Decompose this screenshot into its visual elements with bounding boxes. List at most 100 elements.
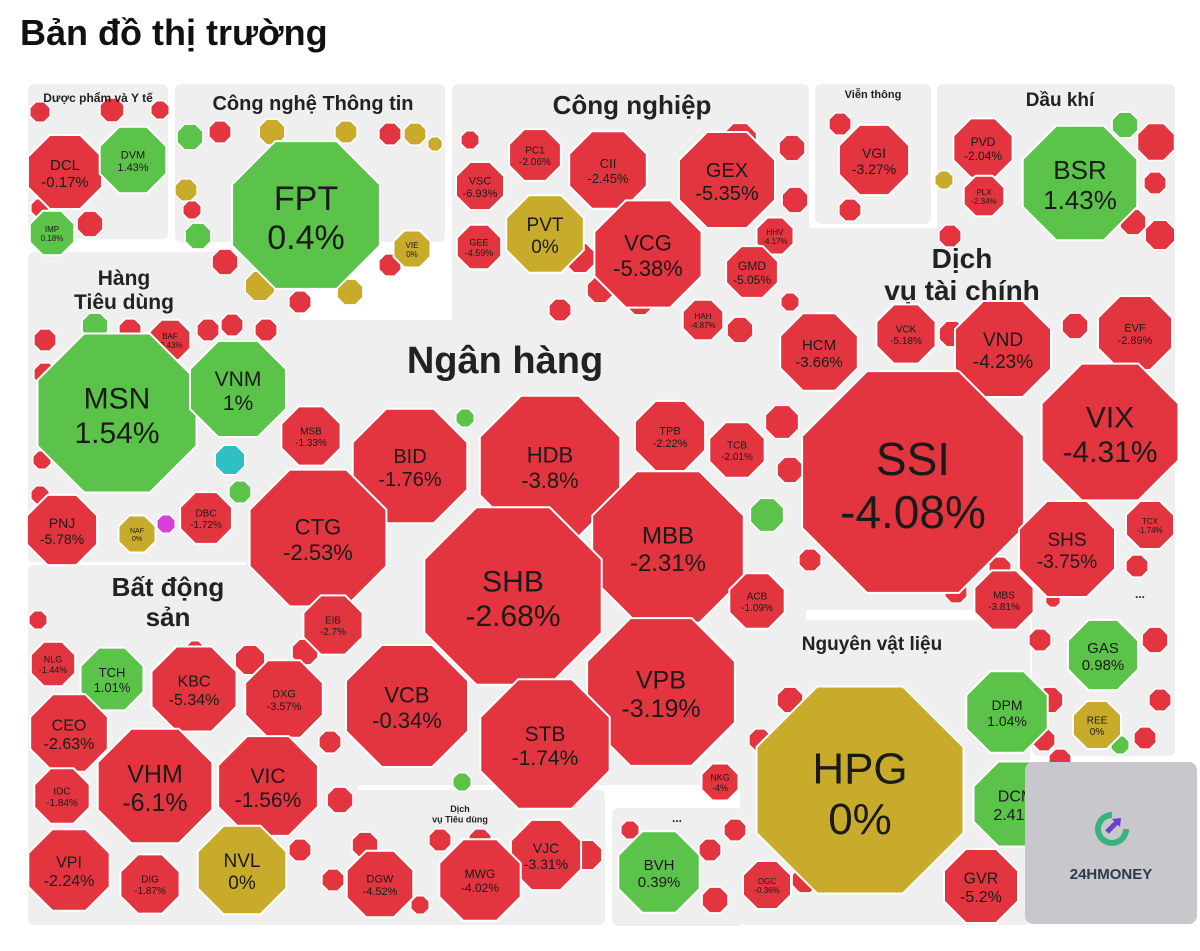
stock-shape[interactable] <box>508 128 562 182</box>
stock-shape[interactable] <box>568 130 648 210</box>
minor-stock-cell[interactable] <box>182 200 202 220</box>
stock-cell-vnd[interactable]: VND-4.23% <box>954 300 1052 398</box>
stock-cell-vcb[interactable]: VCB-0.34% <box>345 644 469 768</box>
stock-shape[interactable] <box>392 229 432 269</box>
stock-shape[interactable] <box>593 199 703 309</box>
stock-shape[interactable] <box>617 830 701 914</box>
minor-stock-cell[interactable] <box>455 408 475 428</box>
stock-shape[interactable] <box>119 853 181 915</box>
stock-cell-plx[interactable]: PLX-2.34% <box>962 174 1006 218</box>
minor-stock-cell[interactable] <box>288 838 312 862</box>
stock-shape[interactable] <box>779 312 859 392</box>
minor-stock-cell[interactable] <box>254 318 278 342</box>
stock-shape[interactable] <box>1125 500 1175 550</box>
stock-shape[interactable] <box>586 617 736 767</box>
stock-cell-kbc[interactable]: KBC-5.34% <box>150 645 238 733</box>
stock-cell-vcg[interactable]: VCG-5.38% <box>593 199 703 309</box>
stock-shape[interactable] <box>27 134 103 210</box>
stock-shape[interactable] <box>217 735 319 837</box>
stock-shape[interactable] <box>25 493 99 567</box>
stock-shape[interactable] <box>345 849 415 919</box>
stock-shape[interactable] <box>79 646 145 712</box>
stock-shape[interactable] <box>700 762 740 802</box>
minor-stock-cell[interactable] <box>184 222 212 250</box>
stock-shape[interactable] <box>678 131 776 229</box>
stock-cell-vhm[interactable]: VHM-6.1% <box>96 727 214 845</box>
minor-stock-cell[interactable] <box>1144 219 1176 251</box>
stock-shape[interactable] <box>1021 124 1139 242</box>
minor-stock-cell[interactable] <box>828 112 852 136</box>
minor-stock-cell[interactable] <box>1136 122 1176 162</box>
minor-stock-cell[interactable] <box>798 548 822 572</box>
minor-stock-cell[interactable] <box>214 444 246 476</box>
minor-stock-cell[interactable] <box>1028 628 1052 652</box>
stock-cell-mbs[interactable]: MBS-3.81% <box>973 569 1035 631</box>
stock-cell-ctg[interactable]: CTG-2.53% <box>248 468 388 608</box>
stock-shape[interactable] <box>973 569 1035 631</box>
stock-cell-msb[interactable]: MSB-1.33% <box>280 405 342 467</box>
stock-cell-vic[interactable]: VIC-1.56% <box>217 735 319 837</box>
minor-stock-cell[interactable] <box>211 248 239 276</box>
minor-stock-cell[interactable] <box>548 298 572 322</box>
stock-cell-stb[interactable]: STB-1.74% <box>479 678 611 810</box>
stock-shape[interactable] <box>681 298 725 342</box>
minor-stock-cell[interactable] <box>426 135 444 153</box>
stock-shape[interactable] <box>1066 618 1140 692</box>
minor-stock-cell[interactable] <box>1125 554 1149 578</box>
minor-stock-cell[interactable] <box>701 886 729 914</box>
stock-shape[interactable] <box>117 514 157 554</box>
stock-shape[interactable] <box>1040 362 1180 502</box>
stock-cell-bid[interactable]: BID-1.76% <box>351 407 469 525</box>
stock-cell-tcx[interactable]: TCX-1.74% <box>1125 500 1175 550</box>
stock-cell-vpi[interactable]: VPI-2.24% <box>27 828 111 912</box>
stock-shape[interactable] <box>455 223 503 271</box>
minor-stock-cell[interactable] <box>196 318 220 342</box>
minor-stock-cell[interactable] <box>176 123 204 151</box>
stock-cell-dbc[interactable]: DBC-1.72% <box>179 491 233 545</box>
stock-cell-shs[interactable]: SHS-3.75% <box>1018 500 1116 598</box>
stock-cell-dig[interactable]: DIG-1.87% <box>119 853 181 915</box>
stock-cell-evf[interactable]: EVF-2.89% <box>1097 295 1173 371</box>
stock-shape[interactable] <box>505 194 585 274</box>
minor-stock-cell[interactable] <box>1133 726 1157 750</box>
stock-cell-ssi[interactable]: SSI-4.08% <box>801 370 1025 594</box>
stock-cell-mwg[interactable]: MWG-4.02% <box>438 838 522 922</box>
stock-shape[interactable] <box>36 332 198 494</box>
stock-cell-gmd[interactable]: GMD-5.05% <box>725 245 779 299</box>
stock-shape[interactable] <box>801 370 1025 594</box>
stock-cell-dcl[interactable]: DCL-0.17% <box>27 134 103 210</box>
stock-cell-idc[interactable]: IDC-1.84% <box>33 767 91 825</box>
stock-shape[interactable] <box>189 340 287 438</box>
stock-shape[interactable] <box>280 405 342 467</box>
stock-cell-nlg[interactable]: NLG-1.44% <box>29 640 77 688</box>
stock-shape[interactable] <box>479 678 611 810</box>
stock-cell-vix[interactable]: VIX-4.31% <box>1040 362 1180 502</box>
minor-stock-cell[interactable] <box>1061 312 1089 340</box>
stock-cell-shb[interactable]: SHB-2.68% <box>423 506 603 686</box>
minor-stock-cell[interactable] <box>781 186 809 214</box>
minor-stock-cell[interactable] <box>326 786 354 814</box>
stock-shape[interactable] <box>755 685 965 895</box>
stock-shape[interactable] <box>755 216 795 256</box>
stock-shape[interactable] <box>509 818 583 892</box>
minor-stock-cell[interactable] <box>726 316 754 344</box>
stock-shape[interactable] <box>345 644 469 768</box>
stock-shape[interactable] <box>98 125 168 195</box>
stock-cell-vck[interactable]: VCK-5.18% <box>875 303 937 365</box>
stock-cell-vgi[interactable]: VGI-3.27% <box>837 123 911 197</box>
stock-shape[interactable] <box>150 645 238 733</box>
stock-shape[interactable] <box>954 300 1052 398</box>
minor-stock-cell[interactable] <box>208 120 232 144</box>
minor-stock-cell[interactable] <box>99 97 125 123</box>
stock-cell-vsc[interactable]: VSC-6.93% <box>455 161 505 211</box>
stock-cell-gex[interactable]: GEX-5.35% <box>678 131 776 229</box>
